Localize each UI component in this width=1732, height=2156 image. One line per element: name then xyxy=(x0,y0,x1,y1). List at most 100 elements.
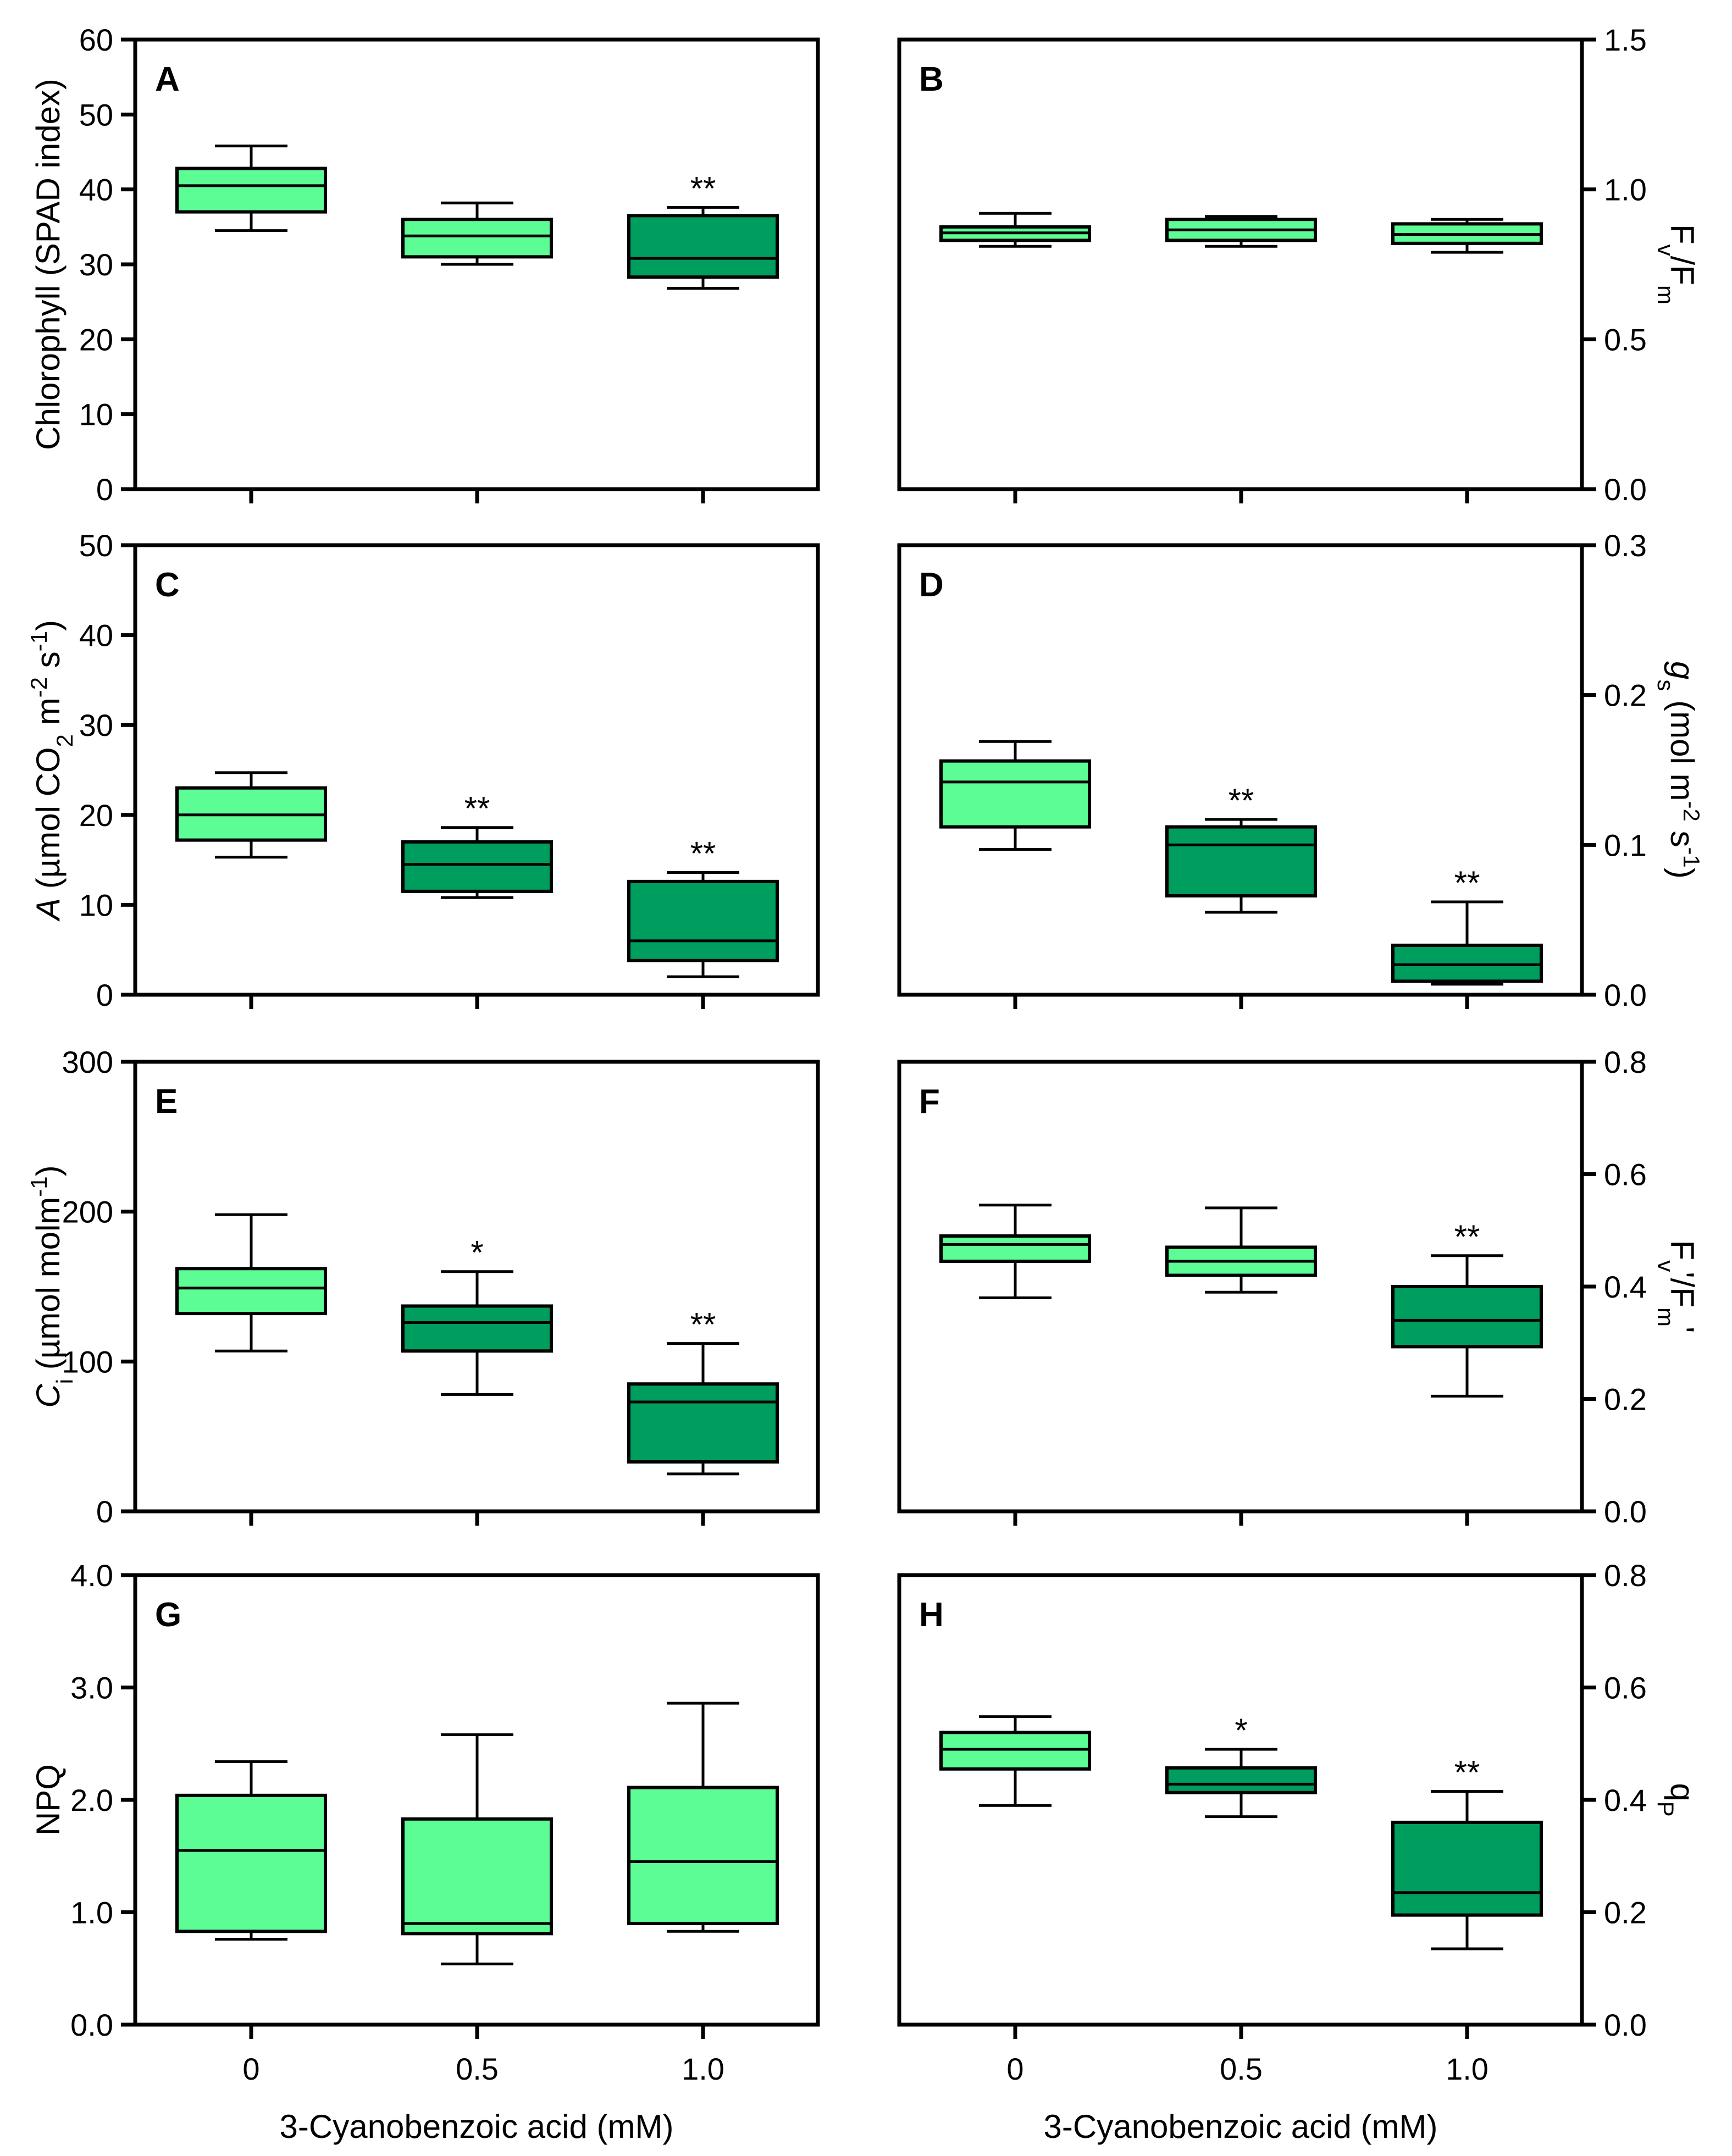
panel-g-box-1-iqr xyxy=(175,1793,327,1933)
panel-g-ylabel: NPQ xyxy=(30,1764,67,1836)
panel-f-letter: F xyxy=(919,1083,940,1121)
panel-h-ytick-label: 0.8 xyxy=(1604,1558,1647,1593)
panel-g: G NPQ 3-Cyanobenzoic acid (mM) 0.0 1.0 2.0… xyxy=(30,1558,820,2145)
panel-e-ytick-label: 300 xyxy=(62,1045,113,1079)
panel-h-letter: H xyxy=(919,1596,944,1634)
panel-b-ytick-label: 1.0 xyxy=(1604,173,1647,207)
panel-a-box-3-iqr xyxy=(627,214,779,279)
panel-e-box-1-iqr xyxy=(175,1267,327,1316)
panel-g-xtick-label: 0 xyxy=(242,2052,259,2086)
panel-c-ytick-label: 50 xyxy=(79,528,113,563)
panel-f-box-3-iqr xyxy=(1391,1285,1543,1349)
panel-d-ytick-label: 0.1 xyxy=(1604,828,1647,862)
panel-c: C A (µmol CO2 m-2 s-1) 0 10 20 30 40 50 ** ** xyxy=(26,528,820,1012)
panel-e-box-3-iqr xyxy=(627,1382,779,1464)
panel-f-axes: 0.0 0.2 0.4 0.6 0.8 ** xyxy=(939,1045,1647,1529)
panel-e-letter: E xyxy=(155,1083,178,1121)
panel-h: H qP 3-Cyanobenzoic acid (mM) 0.0 0.2 0.4 0… xyxy=(897,1558,1701,2145)
panel-b-axes: 0.0 0.5 1.0 1.5 xyxy=(939,23,1647,507)
panel-f-ylabel: Fv'/Fm' xyxy=(1653,1240,1701,1333)
panel-a-ytick-label: 20 xyxy=(79,322,113,357)
panel-d-box-2-iqr xyxy=(1165,825,1317,898)
panel-c-ytick-label: 40 xyxy=(79,618,113,653)
panel-d-box-1-iqr xyxy=(939,759,1091,829)
panel-d-ytick-label: 0.2 xyxy=(1604,678,1647,713)
panel-d-ytick-label: 0.3 xyxy=(1604,528,1647,563)
panel-c-ytick-label: 0 xyxy=(96,978,113,1012)
panel-g-xlabel: 3-Cyanobenzoic acid (mM) xyxy=(280,2108,674,2145)
panel-b-ylabel: Fv/Fm xyxy=(1653,224,1701,304)
panel-e-box-3-significance: ** xyxy=(690,1306,716,1343)
panel-f-box-3-significance: ** xyxy=(1454,1218,1480,1255)
panel-a-ytick-label: 30 xyxy=(79,247,113,282)
panel-a-box-1-iqr xyxy=(175,167,327,214)
panel-e-ytick-label: 0 xyxy=(96,1494,113,1529)
panel-h-box-3-significance: ** xyxy=(1454,1754,1480,1791)
panel-g-xtick-label: 1.0 xyxy=(682,2052,724,2086)
panel-a-ytick-label: 0 xyxy=(96,472,113,507)
panel-g-letter: G xyxy=(155,1596,181,1634)
panel-c-ylabel: A (µmol CO2 m-2 s-1) xyxy=(26,620,78,922)
panel-a-ytick-label: 60 xyxy=(79,23,113,57)
panel-b-letter: B xyxy=(919,60,944,98)
panel-g-axes: 0.0 1.0 2.0 3.0 4.0 0 0.5 1.0 xyxy=(70,1558,779,2086)
panel-h-ytick-label: 0.4 xyxy=(1604,1783,1647,1817)
panel-a: A Chlorophyll (SPAD index) 0 10 20 30 40 50 60… xyxy=(30,23,820,507)
panel-h-box-2-significance: * xyxy=(1235,1712,1247,1749)
panel-d-box-3-significance: ** xyxy=(1454,864,1480,901)
panel-b-ytick-label: 0.0 xyxy=(1604,472,1647,507)
panel-d-ytick-label: 0.0 xyxy=(1604,978,1647,1012)
panel-g-xtick-label: 0.5 xyxy=(456,2052,499,2086)
panel-h-box-1-iqr xyxy=(939,1731,1091,1771)
panel-a-box-3-significance: ** xyxy=(690,170,716,207)
panel-e-ytick-label: 100 xyxy=(62,1344,113,1379)
panel-h-ylabel: qP xyxy=(1653,1783,1701,1816)
panel-e-ytick-label: 200 xyxy=(62,1195,113,1229)
panel-b-ytick-label: 0.5 xyxy=(1604,322,1647,357)
panel-h-ytick-label: 0.6 xyxy=(1604,1671,1647,1705)
panel-a-ylabel: Chlorophyll (SPAD index) xyxy=(30,79,67,450)
panel-h-xlabel: 3-Cyanobenzoic acid (mM) xyxy=(1044,2108,1438,2145)
panel-c-ytick-label: 10 xyxy=(79,888,113,922)
panel-h-box-2-iqr xyxy=(1165,1766,1317,1794)
panel-h-axes: 0.00.20.40.60.80 0.5 1.0*** xyxy=(939,1558,1647,2086)
panel-h-xtick-label: 1.0 xyxy=(1446,2052,1488,2086)
panel-d-box-3-iqr xyxy=(1391,944,1543,983)
panel-h-box-3-iqr xyxy=(1391,1820,1543,1917)
panel-h-xtick-label: 0.5 xyxy=(1220,2052,1263,2086)
panel-c-ytick-label: 30 xyxy=(79,708,113,742)
panel-f-ytick-label: 0.0 xyxy=(1604,1494,1647,1529)
panel-h-xtick-label: 0 xyxy=(1006,2052,1023,2086)
panel-b-ytick-label: 1.5 xyxy=(1604,23,1647,57)
panel-d: D gs (mol m-2 s-1) 0.0 0.1 0.2 0.3 ** ** xyxy=(897,528,1705,1012)
panel-f-box-1-iqr xyxy=(939,1234,1091,1263)
panel-g-box-3-iqr xyxy=(627,1786,779,1925)
panel-c-axes: 0 10 20 30 40 50 ** ** xyxy=(79,528,779,1012)
panel-c-letter: C xyxy=(155,566,180,604)
panel-a-ytick-label: 10 xyxy=(79,397,113,432)
panel-d-letter: D xyxy=(919,566,944,604)
panel-c-box-2-significance: ** xyxy=(464,790,490,827)
panel-f-ytick-label: 0.6 xyxy=(1604,1157,1647,1192)
panel-f-ytick-label: 0.8 xyxy=(1604,1045,1647,1079)
panel-c-box-3-significance: ** xyxy=(690,835,716,872)
panel-f-ytick-label: 0.4 xyxy=(1604,1270,1647,1304)
panel-d-box-2-significance: ** xyxy=(1229,782,1254,819)
panel-a-box-2-iqr xyxy=(401,218,553,259)
panel-c-box-2-iqr xyxy=(401,840,553,893)
panel-d-ylabel: gs (mol m-2 s-1) xyxy=(1653,661,1705,879)
panel-h-ytick-label: 0.2 xyxy=(1604,1895,1647,1930)
panel-a-ytick-label: 50 xyxy=(79,97,113,132)
panel-c-box-3-iqr xyxy=(627,879,779,962)
panel-b-frame xyxy=(897,37,1584,491)
panel-g-ytick-label: 2.0 xyxy=(70,1783,113,1817)
panel-c-ytick-label: 20 xyxy=(79,798,113,833)
panel-b: B Fv/Fm 0.0 0.5 1.0 1.5 xyxy=(897,23,1701,507)
panel-a-ytick-label: 40 xyxy=(79,173,113,207)
panel-g-ytick-label: 0.0 xyxy=(70,2008,113,2042)
panel-d-axes: 0.0 0.1 0.2 0.3 ** ** xyxy=(939,528,1647,1012)
panel-f: F Fv'/Fm' 0.0 0.2 0.4 0.6 0.8 ** xyxy=(897,1045,1701,1529)
panel-a-letter: A xyxy=(155,60,180,98)
